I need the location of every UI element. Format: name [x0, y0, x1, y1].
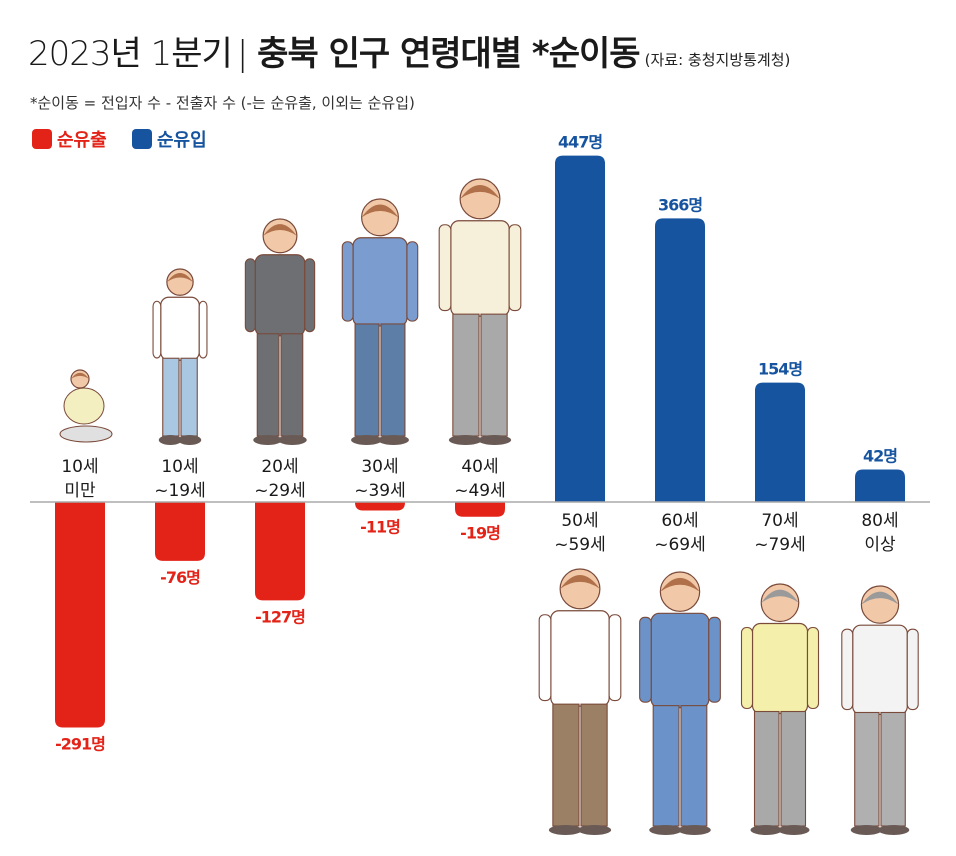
- person-illustration-3: [341, 198, 419, 445]
- bar-8: [855, 469, 905, 502]
- category-label-4-1: ~49세: [454, 481, 506, 501]
- value-label-4: -19명: [460, 524, 500, 543]
- people-illustrations: [59, 178, 919, 835]
- legend-inflow: 순유입: [132, 126, 207, 152]
- legend-outflow-label: 순유출: [57, 130, 107, 151]
- category-label-7-1: ~79세: [754, 535, 806, 555]
- person-illustration-6: [639, 571, 721, 835]
- category-label-4-0: 40세: [461, 457, 498, 477]
- source-label: (자료: 충청지방통계청): [644, 51, 791, 69]
- category-label-8-1: 이상: [864, 535, 896, 555]
- bars-group: [55, 155, 905, 728]
- person-illustration-8: [841, 585, 919, 835]
- person-illustration-1: [152, 268, 208, 445]
- bar-0: [55, 502, 105, 728]
- value-label-2: -127명: [255, 607, 305, 626]
- category-label-5-1: ~59세: [554, 535, 606, 555]
- title-year: 2023년 1분기: [28, 34, 233, 74]
- bar-3: [355, 502, 405, 511]
- category-label-7-0: 70세: [761, 511, 798, 531]
- person-illustration-5: [538, 568, 622, 835]
- legend-inflow-swatch: [132, 129, 152, 149]
- category-label-3-1: ~39세: [354, 481, 406, 501]
- value-label-8: 42명: [863, 446, 897, 465]
- value-label-7: 154명: [758, 360, 802, 379]
- category-label-5-0: 50세: [561, 511, 598, 531]
- category-label-3-0: 30세: [361, 457, 398, 477]
- value-label-1: -76명: [160, 568, 200, 587]
- chart-title: 2023년 1분기 | 충북 인구 연령대별 *순이동 (자료: 충청지방통계청…: [28, 34, 791, 74]
- bar-2: [255, 502, 305, 601]
- bar-5: [555, 155, 605, 502]
- value-label-5: 447명: [558, 133, 602, 152]
- person-illustration-4: [438, 178, 522, 445]
- category-label-8-0: 80세: [861, 511, 898, 531]
- bar-6: [655, 218, 705, 502]
- category-label-0-1: 미만: [64, 481, 96, 501]
- category-label-0-0: 10세: [61, 457, 98, 477]
- legend-outflow: 순유출: [32, 126, 107, 152]
- bar-1: [155, 502, 205, 561]
- person-illustration-7: [740, 583, 820, 835]
- bar-7: [755, 382, 805, 502]
- person-illustration-0: [59, 369, 113, 443]
- category-label-2-1: ~29세: [254, 481, 306, 501]
- value-label-0: -291명: [55, 735, 105, 754]
- category-label-1-0: 10세: [161, 457, 198, 477]
- category-label-6-0: 60세: [661, 511, 698, 531]
- bar-4: [455, 502, 505, 517]
- title-main: 충북 인구 연령대별 *순이동: [257, 34, 640, 74]
- definition-note: *순이동 = 전입자 수 - 전출자 수 (-는 순유출, 이외는 순유입): [30, 94, 415, 112]
- legend-inflow-label: 순유입: [157, 130, 207, 151]
- legend-outflow-swatch: [32, 129, 52, 149]
- category-label-6-1: ~69세: [654, 535, 706, 555]
- person-illustration-2: [244, 218, 316, 445]
- value-label-6: 366명: [658, 195, 702, 214]
- category-label-1-1: ~19세: [154, 481, 206, 501]
- value-label-3: -11명: [360, 518, 400, 537]
- category-label-2-0: 20세: [261, 457, 298, 477]
